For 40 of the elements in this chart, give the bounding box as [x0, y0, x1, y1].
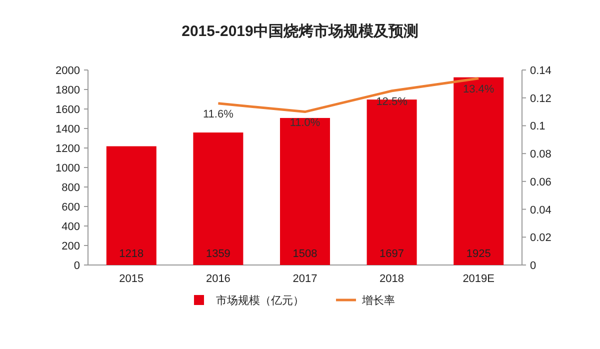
- y-tick-label: 200: [62, 240, 80, 252]
- y-tick-label: 800: [62, 182, 80, 194]
- bar: [106, 146, 156, 265]
- y-tick-label: 1200: [56, 143, 80, 155]
- data-label: 11.0%: [290, 116, 320, 129]
- y-tick-label: 0: [74, 260, 80, 272]
- data-label: 1218: [119, 248, 144, 260]
- y2-tick-label: 0.12: [530, 92, 552, 105]
- data-label: 1508: [292, 248, 318, 260]
- x-tick-label: 2016: [206, 273, 230, 285]
- x-tick-label: 2017: [292, 273, 318, 285]
- y-tick-label: 2000: [56, 65, 80, 77]
- y-tick-label: 1000: [56, 162, 80, 174]
- y2-tick-label: 0.04: [530, 204, 552, 216]
- data-label: 12.5%: [376, 96, 408, 108]
- bar: [193, 132, 244, 265]
- x-tick-label: 2019E: [462, 273, 495, 285]
- legend-label: 增长率: [361, 294, 395, 307]
- y2-tick-label: 0.14: [530, 65, 552, 77]
- data-label: 1359: [206, 248, 230, 260]
- y-tick-label: 1400: [56, 124, 80, 136]
- chart-title: 2015-2019中国烧烤市场规模及预测: [182, 22, 418, 40]
- bar: [280, 118, 330, 265]
- bar: [454, 77, 504, 265]
- x-tick-label: 2015: [119, 273, 144, 285]
- y2-tick-label: 0.06: [530, 176, 552, 188]
- data-label: 1697: [380, 248, 404, 260]
- y-tick-label: 1600: [56, 104, 80, 116]
- y2-tick-label: 0: [530, 260, 536, 272]
- data-label: 11.6%: [203, 108, 234, 120]
- y-tick-label: 600: [62, 202, 80, 214]
- data-label: 13.4%: [463, 83, 494, 96]
- y2-tick-label: 0.08: [530, 148, 552, 161]
- y2-tick-label: 0.1: [530, 120, 546, 133]
- y-tick-label: 1800: [56, 84, 80, 96]
- x-tick-label: 2018: [380, 273, 404, 285]
- data-label: 1925: [466, 248, 491, 260]
- y-tick-label: 400: [62, 221, 80, 233]
- y2-tick-label: 0.02: [530, 232, 552, 244]
- legend-label: 市场规模（亿元）: [216, 294, 304, 307]
